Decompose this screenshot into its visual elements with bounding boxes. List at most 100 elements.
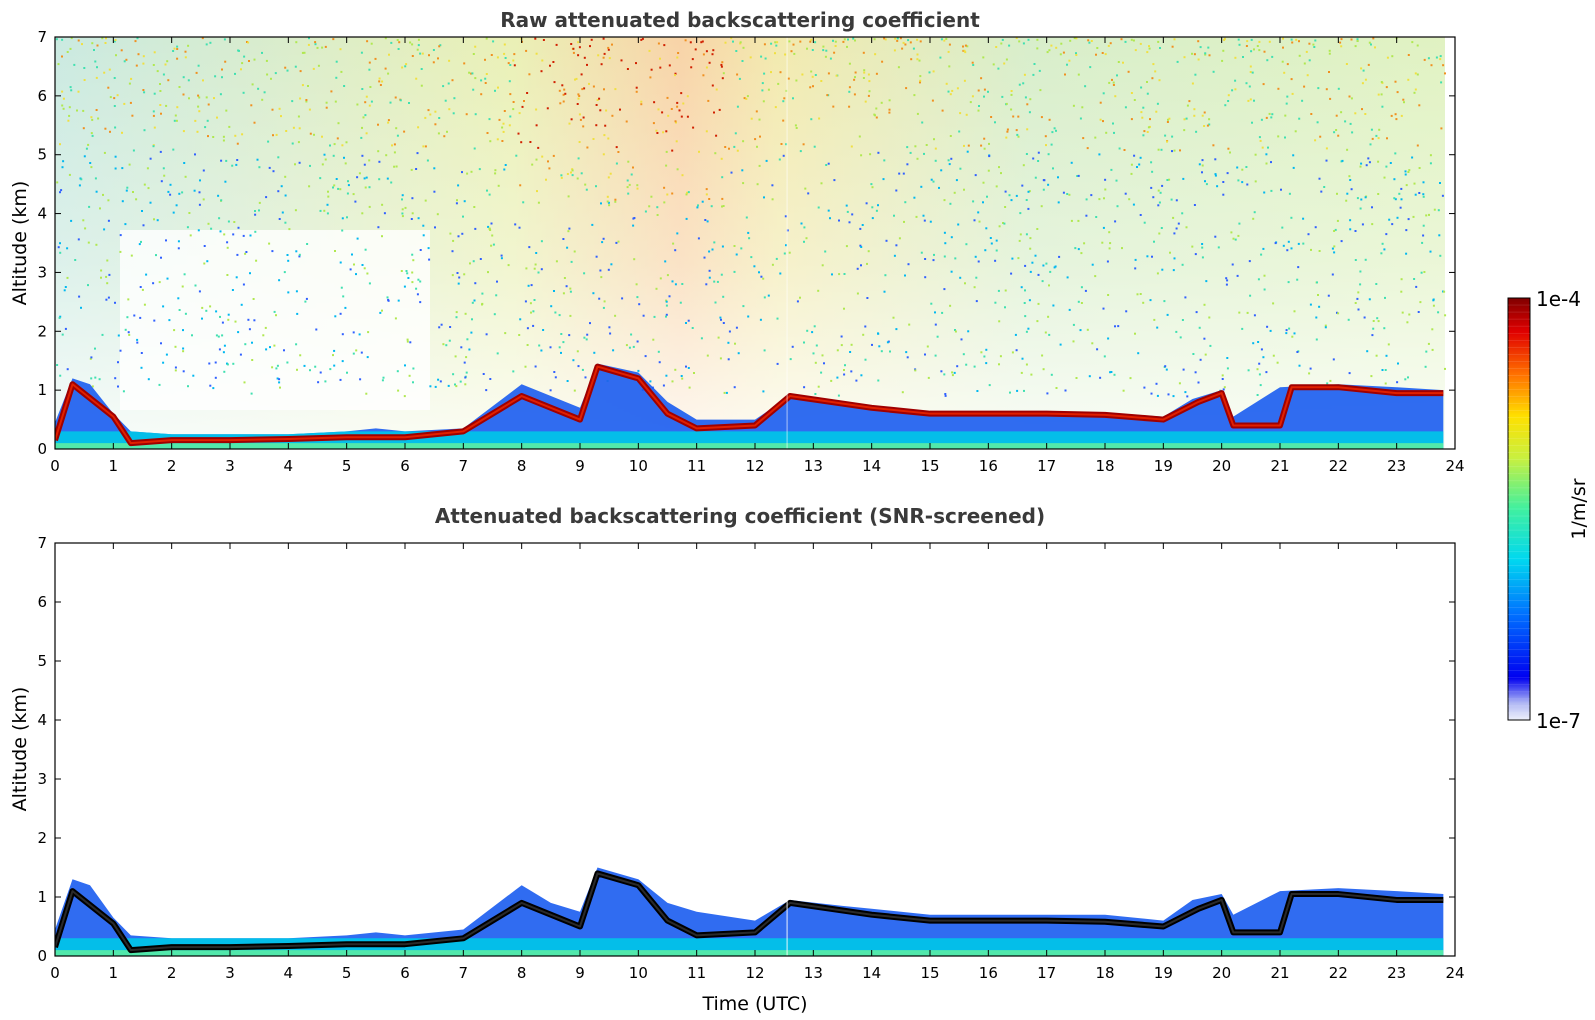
panel-1-noise-pixel xyxy=(271,108,274,111)
panel-1-noise-pixel xyxy=(674,120,677,123)
panel-1-noise-pixel xyxy=(562,238,565,240)
panel-1-noise-pixel xyxy=(1297,242,1300,245)
panel-1-noise-pixel xyxy=(1181,212,1184,215)
panel-1-noise-pixel xyxy=(496,352,499,355)
panel-1-noise-pixel xyxy=(184,50,187,53)
panel-1-noise-pixel xyxy=(81,43,83,46)
panel-1-noise-pixel xyxy=(1114,220,1117,223)
panel-1-noise-pixel xyxy=(152,64,155,66)
panel-1-noise-pixel xyxy=(427,247,430,250)
panel-1-noise-pixel xyxy=(90,356,93,359)
panel-1-noise-pixel xyxy=(676,56,679,59)
panel-1-noise-pixel xyxy=(822,45,825,48)
panel-1-noise-pixel xyxy=(174,114,177,117)
panel-1-noise-pixel xyxy=(160,180,163,183)
panel-1-noise-pixel xyxy=(656,206,659,209)
panel-1-noise-pixel xyxy=(495,294,498,297)
panel-1-noise-pixel xyxy=(1380,252,1383,255)
panel-1-noise-pixel xyxy=(778,158,781,161)
panel-1-noise-pixel xyxy=(998,166,1000,169)
panel-1-noise-pixel xyxy=(125,189,128,192)
panel-1-noise-pixel xyxy=(1270,116,1273,119)
panel-1-noise-pixel xyxy=(223,38,226,41)
panel-1-noise-pixel xyxy=(978,105,980,107)
panel-1-noise-pixel xyxy=(141,210,143,212)
panel-1-noise-pixel xyxy=(459,380,462,383)
panel-1-noise-pixel xyxy=(361,264,364,266)
panel-1-noise-pixel xyxy=(404,65,407,68)
panel-1-noise-pixel xyxy=(940,38,943,41)
panel-1-noise-pixel xyxy=(809,86,812,89)
panel-1-noise-pixel xyxy=(169,193,172,196)
panel-1-noise-pixel xyxy=(333,184,336,187)
panel-2-x-tick-label: 17 xyxy=(1037,964,1056,982)
panel-1-noise-pixel xyxy=(923,219,926,222)
panel-1-noise-pixel xyxy=(635,90,638,93)
panel-1-noise-pixel xyxy=(213,97,215,100)
panel-1-noise-pixel xyxy=(401,66,404,69)
panel-1-noise-pixel xyxy=(1234,238,1237,241)
panel-1-noise-pixel xyxy=(720,63,723,66)
panel-1-noise-pixel xyxy=(1439,182,1441,184)
panel-1-noise-pixel xyxy=(492,243,495,246)
panel-1-noise-pixel xyxy=(518,334,521,336)
panel-1-noise-pixel xyxy=(863,71,866,74)
panel-1-noise-pixel xyxy=(990,116,993,118)
panel-1-noise-pixel xyxy=(1377,93,1380,96)
panel-1-noise-pixel xyxy=(1372,320,1375,322)
panel-1-noise-pixel xyxy=(867,94,870,97)
panel-1-noise-pixel xyxy=(66,276,69,279)
panel-1-noise-pixel xyxy=(893,214,895,217)
panel-1-noise-pixel xyxy=(1419,301,1422,304)
panel-1-noise-pixel xyxy=(960,338,963,341)
panel-2-x-tick-label: 8 xyxy=(517,964,527,982)
panel-1-noise-pixel xyxy=(378,77,381,80)
panel-1-noise-pixel xyxy=(1381,105,1384,108)
panel-1-noise-pixel xyxy=(365,392,368,395)
panel-1-noise-pixel xyxy=(812,352,815,355)
panel-1-noise-pixel xyxy=(762,100,765,103)
panel-1-noise-pixel xyxy=(1003,222,1006,225)
panel-1-noise-pixel xyxy=(560,351,562,354)
panel-1-noise-pixel xyxy=(1026,128,1029,131)
panel-1-noise-pixel xyxy=(1414,88,1417,91)
panel-1-noise-pixel xyxy=(915,215,918,218)
panel-1-noise-pixel xyxy=(1124,192,1127,195)
panel-1-noise-pixel xyxy=(341,333,344,336)
panel-1-noise-pixel xyxy=(967,330,970,333)
panel-1-noise-pixel xyxy=(1359,270,1362,273)
panel-1-noise-pixel xyxy=(198,96,201,99)
panel-1-noise-pixel xyxy=(1203,111,1206,114)
panel-1-noise-pixel xyxy=(1161,184,1164,187)
panel-1-noise-pixel xyxy=(489,229,492,231)
panel-1-noise-pixel xyxy=(85,147,88,150)
panel-1-noise-pixel xyxy=(203,262,206,265)
panel-1-x-tick-label: 15 xyxy=(920,457,939,475)
panel-1-noise-pixel xyxy=(218,217,221,220)
panel-1-noise-pixel xyxy=(1177,222,1180,225)
panel-1-noise-pixel xyxy=(1048,333,1051,336)
panel-1-noise-pixel xyxy=(1263,191,1266,194)
panel-1-noise-pixel xyxy=(607,46,610,49)
panel-1-noise-pixel xyxy=(469,262,471,265)
panel-1-noise-pixel xyxy=(362,116,365,119)
panel-1-noise-pixel xyxy=(198,191,201,194)
panel-1-noise-pixel xyxy=(417,278,420,281)
panel-1-noise-pixel xyxy=(67,119,70,122)
panel-1-noise-pixel xyxy=(602,306,605,309)
panel-1-noise-pixel xyxy=(893,49,896,52)
panel-1-noise-pixel xyxy=(91,385,94,388)
panel-1-noise-pixel xyxy=(1360,198,1363,201)
panel-1-x-tick-label: 22 xyxy=(1329,457,1348,475)
panel-1-noise-pixel xyxy=(1022,164,1025,167)
panel-1-noise-pixel xyxy=(1153,318,1156,321)
panel-1-noise-pixel xyxy=(1198,326,1201,329)
panel-1-noise-pixel xyxy=(1077,300,1080,303)
panel-1-noise-pixel xyxy=(379,84,382,86)
panel-1-noise-pixel xyxy=(285,130,288,132)
panel-1-y-tick-label: 0 xyxy=(37,440,47,458)
panel-1-noise-pixel xyxy=(865,202,868,205)
panel-1-noise-pixel xyxy=(221,334,224,337)
panel-1-noise-pixel xyxy=(95,109,98,111)
panel-1-noise-pixel xyxy=(902,41,905,44)
